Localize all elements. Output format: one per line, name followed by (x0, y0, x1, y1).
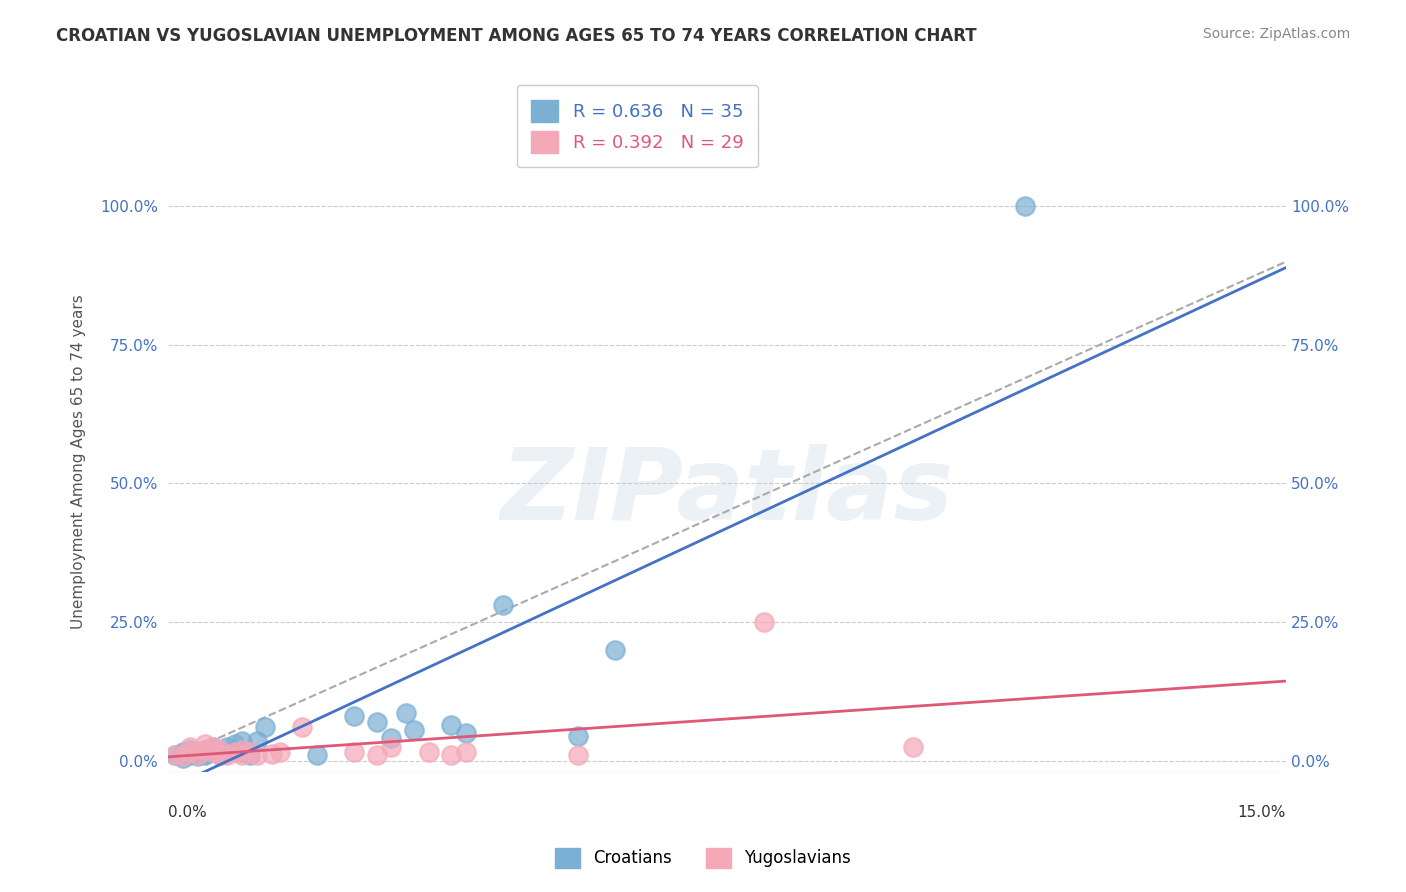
Point (454, 745, 477, 759)
Point (179, 742, 201, 756)
Legend: Croatians, Yugoslavians: Croatians, Yugoslavians (548, 841, 858, 875)
Point (246, 747, 269, 762)
Point (262, 747, 284, 761)
Point (194, 747, 217, 761)
Point (239, 747, 262, 762)
Point (366, 714, 388, 729)
Point (179, 739, 201, 754)
Point (208, 742, 231, 756)
Point (231, 734, 253, 748)
Point (440, 747, 463, 762)
Point (754, 615, 776, 629)
Point (231, 745, 253, 759)
Point (187, 749, 209, 764)
Point (224, 742, 246, 756)
Point (208, 747, 231, 762)
Point (454, 726, 477, 740)
Point (231, 742, 253, 756)
Point (217, 739, 239, 754)
Point (194, 747, 217, 762)
Text: ZIPatlas: ZIPatlas (501, 444, 953, 541)
Point (343, 709, 366, 723)
Point (603, 642, 626, 657)
Point (201, 739, 224, 754)
Point (224, 745, 246, 759)
Point (187, 745, 209, 759)
Point (567, 729, 589, 743)
Point (567, 747, 589, 762)
Point (239, 745, 262, 759)
Y-axis label: Unemployment Among Ages 65 to 74 years: Unemployment Among Ages 65 to 74 years (72, 293, 86, 629)
Point (903, 739, 925, 754)
Point (208, 742, 231, 756)
Point (366, 747, 388, 762)
Point (187, 747, 209, 762)
Point (380, 731, 402, 746)
Legend: R = 0.636   N = 35, R = 0.392   N = 29: R = 0.636 N = 35, R = 0.392 N = 29 (517, 86, 758, 168)
Point (1014, 199, 1036, 213)
Point (395, 706, 418, 721)
Point (165, 747, 187, 762)
Point (172, 749, 194, 764)
Point (224, 737, 246, 751)
Point (418, 745, 440, 759)
Point (172, 751, 194, 765)
Point (246, 734, 269, 748)
Point (217, 747, 239, 762)
Text: CROATIAN VS YUGOSLAVIAN UNEMPLOYMENT AMONG AGES 65 TO 74 YEARS CORRELATION CHART: CROATIAN VS YUGOSLAVIAN UNEMPLOYMENT AMO… (56, 27, 977, 45)
Point (440, 717, 463, 731)
Point (343, 745, 366, 759)
Point (253, 720, 276, 734)
Point (231, 747, 253, 762)
Text: 0.0%: 0.0% (167, 805, 207, 820)
Text: Source: ZipAtlas.com: Source: ZipAtlas.com (1202, 27, 1350, 41)
Point (380, 739, 402, 754)
Point (201, 745, 224, 759)
Point (194, 737, 217, 751)
Point (217, 745, 239, 759)
Point (179, 747, 201, 762)
Point (269, 745, 291, 759)
Point (172, 745, 194, 759)
Point (194, 742, 217, 756)
Point (402, 723, 425, 738)
Point (201, 739, 224, 754)
Point (179, 745, 201, 759)
Point (208, 747, 231, 762)
Point (492, 599, 515, 613)
Text: 15.0%: 15.0% (1237, 805, 1286, 820)
Point (194, 742, 217, 756)
Point (291, 720, 314, 734)
Point (201, 745, 224, 759)
Point (165, 747, 187, 762)
Point (305, 747, 328, 762)
